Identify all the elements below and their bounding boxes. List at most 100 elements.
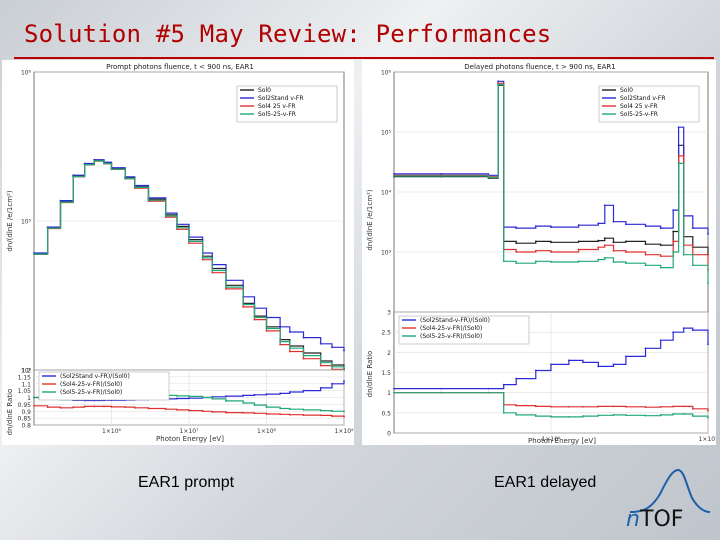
right-top-data-point (515, 251, 518, 253)
right-bottom-data-point (691, 407, 694, 410)
right-bottom-data-point (440, 387, 443, 390)
left-top-data-point (147, 199, 150, 202)
left-bottom-legend-entry: (Sol2Stand v-FR)/(Sol0) (60, 373, 130, 380)
right-top-data-point (625, 240, 627, 243)
right-top-data-point (644, 253, 647, 256)
left-top-legend-entry: Sol5-25-v-FR (258, 111, 296, 118)
left-bottom-xtick-label: 1×10⁶ (102, 428, 121, 435)
right-top-data-point (515, 227, 518, 230)
left-bottom-data-point (265, 413, 268, 415)
right-top-data-point (550, 251, 552, 253)
right-top-data-point (577, 248, 580, 251)
left-top-data-point (59, 201, 62, 203)
left-top-data-point (288, 350, 291, 353)
left-figure: Prompt photons fluence, t < 900 ns, EAR1… (6, 63, 354, 443)
right-bottom-data-point (612, 413, 615, 416)
left-bottom-data-point (253, 393, 256, 396)
left-top-data-point (93, 160, 96, 162)
right-bottom-data-point (582, 405, 584, 408)
right-bottom-data-point (625, 405, 627, 408)
right-bottom-data-point (659, 339, 662, 342)
right-bottom-data-point (550, 363, 552, 366)
left-bottom-data-point (242, 402, 245, 404)
right-top-data-point (612, 249, 615, 252)
right-caption: EAR1 delayed (494, 474, 597, 491)
left-bottom-data-point (331, 382, 333, 385)
left-bottom-data-point (33, 404, 35, 407)
right-bottom-data-point (534, 405, 537, 408)
right-top-ytick-label: 10⁵ (381, 130, 392, 137)
ntof-logo-curve (629, 468, 711, 513)
right-bottom-data-point (487, 387, 490, 390)
right-top-data-point (497, 80, 499, 83)
right-top-data-point (597, 222, 600, 225)
left-top-data-point (124, 177, 127, 180)
left-bottom-legend-entry: (Sol5-25-v-FR)/(Sol0) (60, 389, 122, 396)
right-bottom-legend-box (398, 315, 530, 345)
right-top-data-point (644, 243, 647, 246)
right-bottom-data-point (487, 391, 490, 394)
left-bottom-data-point (331, 415, 333, 417)
left-top-data-point (133, 186, 136, 189)
left-top-data-point (288, 331, 291, 333)
right-bottom-data-point (659, 405, 662, 408)
right-top-data-point (625, 251, 627, 253)
left-top-data-point (319, 361, 322, 364)
right-top-data-point (487, 176, 490, 179)
left-bottom-data-point (253, 404, 256, 406)
left-top-data-point (253, 316, 256, 319)
right-top-data-point (625, 223, 627, 226)
right-bottom-data-point (534, 415, 537, 417)
left-bottom-data-point (133, 406, 136, 409)
left-top-data-point (72, 175, 75, 178)
right-top-data-point (603, 244, 606, 247)
right-bottom-ytick-label: 2.5 (381, 330, 391, 337)
right-top-data-point (603, 256, 606, 259)
left-bottom-data-point (343, 415, 345, 418)
right-bottom-xtick-label: 1×10⁷ (699, 436, 716, 443)
left-bottom-legend-box (38, 371, 170, 401)
right-top-title: Delayed photons fluence, t > 900 ns, EAR… (464, 63, 615, 71)
right-bottom-data-point (597, 414, 600, 417)
right-top-data-point (597, 239, 600, 242)
right-top-data-point (577, 224, 580, 227)
right-bottom-data-point (682, 327, 685, 330)
left-bottom-data-point (164, 408, 167, 411)
left-bottom-xtick-label: 1×10⁸ (257, 428, 276, 435)
left-top-data-point (265, 327, 268, 330)
right-top-data-point (497, 82, 499, 85)
right-bottom-data-point (644, 406, 647, 409)
left-bottom-data-point (176, 397, 178, 400)
left-bottom-legend-entry: (Sol4-25-v-FR)/(Sol0) (60, 381, 122, 388)
right-top-data-point (677, 162, 680, 165)
left-top-data-point (302, 357, 305, 360)
left-top-data-point (242, 306, 245, 308)
left-top-data-point (288, 347, 291, 350)
right-top-data-point (659, 266, 662, 269)
right-bottom-data-point (582, 415, 584, 417)
right-bottom-data-point (707, 416, 709, 419)
right-bottom-legend-entry: (Sol2Stand-v-FR)/(Sol0) (420, 317, 490, 324)
left-bottom-data-point (188, 395, 190, 398)
left-bottom-data-point (319, 386, 322, 389)
right-top-data-point (691, 264, 694, 267)
left-bottom-data-point (242, 412, 245, 414)
left-bottom-data-point (83, 405, 86, 408)
left-top-data-point (188, 242, 190, 245)
left-top-legend-box (236, 85, 338, 123)
left-bottom-data-point (288, 391, 291, 393)
right-top-legend-entry: Sol4 25 v-FR (620, 103, 658, 110)
right-top-data-point (672, 209, 675, 211)
left-bottom-ytick-label: 0.9 (21, 409, 31, 416)
right-bottom-data-point (672, 331, 675, 334)
left-top-data-point (83, 163, 86, 166)
right-top-data-point (603, 237, 606, 240)
right-top-data-point (612, 220, 615, 223)
left-bottom-data-point (201, 396, 204, 399)
right-bottom-data-point (612, 405, 615, 408)
left-bottom-ytick-label: 1.2 (21, 368, 31, 375)
right-top-data-point (515, 242, 518, 245)
right-bottom-data-point (502, 411, 505, 414)
right-top-data-point (497, 83, 499, 86)
right-top-legend-entry: Sol0 (620, 87, 633, 94)
